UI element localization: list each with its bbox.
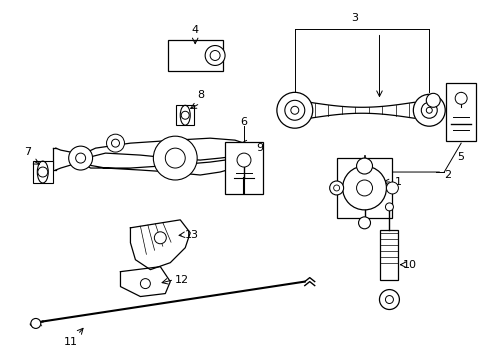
Text: 3: 3 xyxy=(350,13,357,23)
Circle shape xyxy=(111,139,119,147)
Circle shape xyxy=(333,185,339,191)
Circle shape xyxy=(210,50,220,60)
Circle shape xyxy=(276,92,312,128)
Text: 7: 7 xyxy=(24,147,31,157)
Circle shape xyxy=(153,136,197,180)
Circle shape xyxy=(454,92,466,104)
Circle shape xyxy=(140,279,150,289)
Circle shape xyxy=(356,180,372,196)
Circle shape xyxy=(76,153,85,163)
Circle shape xyxy=(358,217,370,229)
Circle shape xyxy=(426,107,431,113)
Circle shape xyxy=(38,167,48,177)
Circle shape xyxy=(205,45,224,66)
Text: 4: 4 xyxy=(191,24,198,35)
Text: 2: 2 xyxy=(443,170,450,180)
Bar xyxy=(167,40,222,71)
Text: 5: 5 xyxy=(457,152,464,162)
Circle shape xyxy=(154,232,166,244)
Circle shape xyxy=(426,93,439,107)
Text: 1: 1 xyxy=(394,177,401,187)
Circle shape xyxy=(106,134,124,152)
Bar xyxy=(336,158,391,218)
Text: 11: 11 xyxy=(63,337,78,347)
Circle shape xyxy=(329,181,343,195)
Circle shape xyxy=(386,182,398,194)
Circle shape xyxy=(68,146,92,170)
Bar xyxy=(176,105,194,125)
Circle shape xyxy=(421,102,436,118)
Bar xyxy=(224,142,263,194)
Circle shape xyxy=(181,111,189,119)
Polygon shape xyxy=(120,267,170,297)
Text: 8: 8 xyxy=(197,90,204,100)
Circle shape xyxy=(165,148,185,168)
Circle shape xyxy=(385,296,393,303)
Bar xyxy=(446,84,475,141)
Text: 9: 9 xyxy=(255,143,263,153)
Circle shape xyxy=(412,94,444,126)
Text: 12: 12 xyxy=(175,275,189,285)
Circle shape xyxy=(290,106,298,114)
Circle shape xyxy=(285,100,304,120)
Circle shape xyxy=(379,289,399,310)
Text: 13: 13 xyxy=(185,230,199,240)
Bar xyxy=(380,230,398,280)
Text: 6: 6 xyxy=(240,117,246,127)
Circle shape xyxy=(31,319,41,328)
Circle shape xyxy=(342,166,386,210)
Text: 10: 10 xyxy=(402,260,416,270)
Circle shape xyxy=(385,203,393,211)
Circle shape xyxy=(356,158,372,174)
Bar xyxy=(33,161,53,183)
Polygon shape xyxy=(130,220,190,270)
Circle shape xyxy=(237,153,250,167)
